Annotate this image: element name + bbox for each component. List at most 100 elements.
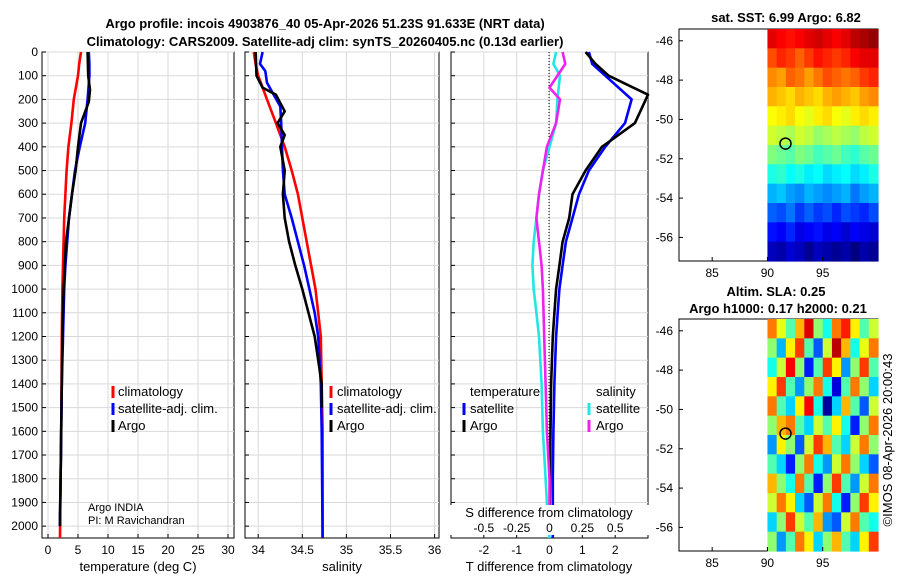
heatmap-cell: [767, 454, 778, 475]
difference-legend-salinity: salinity satellite Argo: [587, 384, 640, 433]
heatmap-cell: [813, 67, 824, 88]
heatmap-cell: [831, 164, 842, 185]
heatmap-cell: [822, 473, 833, 494]
heatmap-cell: [822, 512, 833, 533]
x-tick-label: 30: [221, 543, 235, 557]
salinity-tick-labels: 34 34.5 35 35.5 36: [252, 543, 442, 557]
heatmap-cell: [859, 396, 870, 417]
heatmap-cell: [804, 183, 815, 204]
lat-tick-label: -56: [656, 520, 674, 534]
heatmap-cell: [767, 338, 778, 359]
heatmap-cell: [785, 338, 796, 359]
heatmap-cell: [813, 203, 824, 223]
temperature-legend: climatology satellite-adj. clim. Argo: [111, 384, 218, 433]
temperature-tick-labels: 0 5 10 15 20 25 30: [45, 543, 235, 557]
heatmap-cell: [822, 183, 833, 204]
heatmap-cell: [795, 145, 805, 165]
heatmap-cell: [776, 531, 787, 552]
lat-tick-label: -52: [656, 442, 674, 456]
heatmap-cell: [850, 145, 861, 165]
heatmap-cell: [831, 203, 842, 223]
heatmap-cell: [785, 87, 796, 107]
heatmap-cell: [831, 125, 842, 146]
heatmap-cell: [831, 48, 842, 69]
heatmap-cell: [785, 435, 796, 455]
heatmap-cell: [841, 183, 851, 204]
x-tick-label: 35.5: [379, 543, 403, 557]
heatmap-cell: [850, 203, 861, 223]
heatmap-cell: [804, 512, 815, 533]
legend-argo-label: Argo: [337, 418, 364, 433]
lat-tick-label: -46: [656, 34, 674, 48]
s-difference-label-backing: [449, 505, 649, 535]
heatmap-cell: [841, 48, 851, 69]
heatmap-cell: [795, 357, 805, 378]
heatmap-cell: [859, 377, 870, 397]
heatmap-cell: [859, 435, 870, 455]
x-tick-label: 35: [340, 543, 354, 557]
heatmap-cell: [859, 473, 870, 494]
heatmap-cell: [795, 338, 805, 359]
depth-tick-label: 1400: [11, 377, 38, 391]
depth-tick-label: 1200: [11, 329, 38, 343]
heatmap-cell: [841, 435, 851, 455]
difference-series: [531, 51, 650, 539]
heatmap-cell: [868, 48, 879, 69]
lon-tick-label: 85: [705, 266, 719, 280]
heatmap-cell: [822, 203, 833, 223]
difference-panel: -2 -1 0 1 2 T difference from climatology S …: [449, 51, 650, 574]
heatmap-cell: [804, 531, 815, 552]
heatmap-cell: [795, 319, 805, 339]
legend-climatology-label: climatology: [337, 384, 403, 399]
legend-argo-label: Argo: [118, 418, 145, 433]
x-tick-label: 1: [579, 543, 586, 557]
heatmap-cell: [822, 125, 833, 146]
heatmap-cell: [868, 531, 879, 552]
heatmap-cell: [841, 87, 851, 107]
heatmap-cell: [813, 29, 824, 49]
heatmap-cell: [868, 222, 879, 243]
heatmap-cell: [785, 357, 796, 378]
heatmap-cell: [831, 67, 842, 88]
heatmap-cell: [868, 203, 879, 223]
legend-t-argo-label: Argo: [470, 418, 497, 433]
legend-satellite-label: satellite-adj. clim.: [337, 401, 437, 416]
heatmap-cell: [785, 241, 796, 262]
legend-satellite-label: satellite-adj. clim.: [118, 401, 218, 416]
heatmap-cell: [776, 493, 787, 513]
heatmap-cell: [785, 164, 796, 185]
s-difference-xlabel: S difference from climatology: [465, 505, 633, 520]
s-difference-tick-labels: -0.5 -0.25 0 0.25 0.5: [473, 521, 623, 535]
heatmap-cell: [767, 87, 778, 107]
heatmap-cell: [831, 493, 842, 513]
heatmap-cell: [776, 435, 787, 455]
heatmap-cell: [822, 106, 833, 127]
heatmap-cell: [813, 48, 824, 69]
heatmap-cell: [804, 203, 815, 223]
heatmap-cell: [795, 435, 805, 455]
lon-tick-label: 95: [816, 556, 830, 570]
heatmap-cell: [804, 338, 815, 359]
heatmap-cell: [804, 145, 815, 165]
heatmap-cell: [841, 357, 851, 378]
series-line-t-satellite: [551, 51, 633, 538]
salinity-panel: 34 34.5 35 35.5 36 salinity climatology sate…: [244, 51, 442, 574]
heatmap-cell: [804, 29, 815, 49]
heatmap-cell: [776, 319, 787, 339]
x-tick-label: 10: [101, 543, 115, 557]
x-tick-label: 34.5: [291, 543, 315, 557]
heatmap-cell: [850, 531, 861, 552]
heatmap-cell: [785, 183, 796, 204]
heatmap-cell: [795, 106, 805, 127]
depth-tick-label: 0: [31, 45, 38, 59]
heatmap-cell: [813, 396, 824, 417]
heatmap-cell: [804, 222, 815, 243]
heatmap-cell: [831, 473, 842, 494]
heatmap-cell: [859, 415, 870, 436]
heatmap-cell: [813, 145, 824, 165]
heatmap-cell: [795, 377, 805, 397]
heatmap-cell: [767, 531, 778, 552]
heatmap-cell: [831, 415, 842, 436]
salinity-grid: [245, 51, 439, 538]
